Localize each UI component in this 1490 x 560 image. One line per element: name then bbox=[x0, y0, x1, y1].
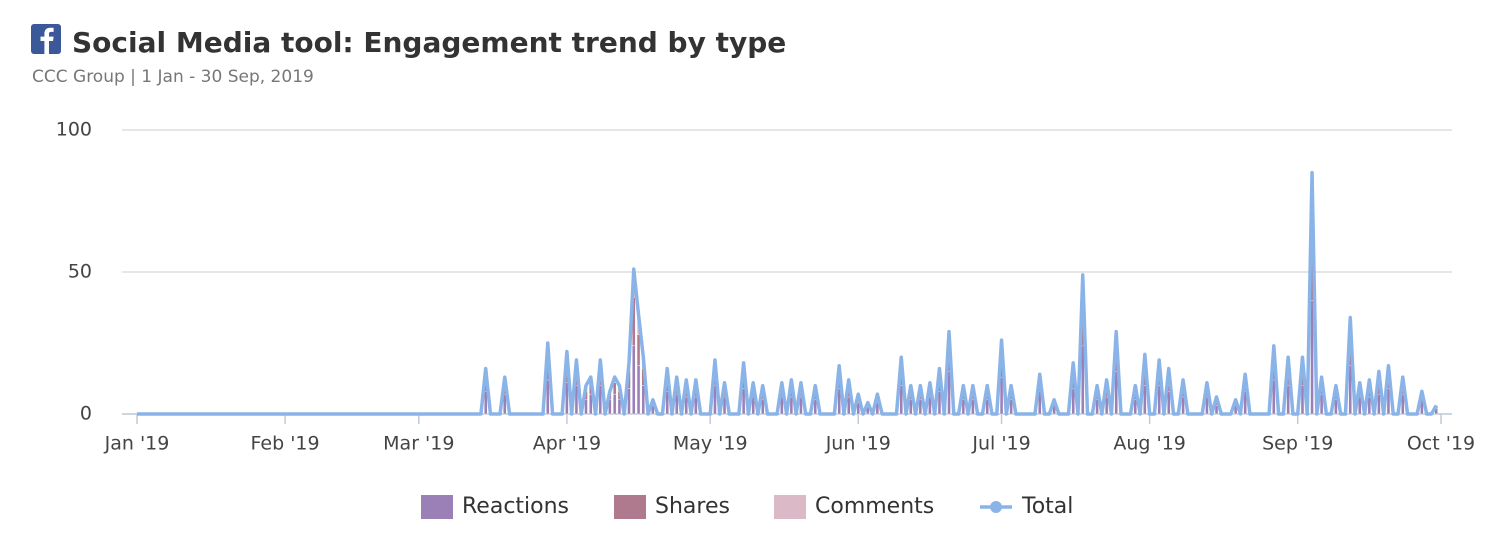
y-tick-label: 0 bbox=[80, 403, 92, 425]
legend-swatch bbox=[421, 495, 453, 519]
legend-marker bbox=[990, 501, 1002, 513]
y-tick-label: 100 bbox=[56, 119, 92, 141]
facebook-logo bbox=[40, 27, 54, 54]
x-tick-label: Jun '19 bbox=[825, 433, 891, 455]
x-tick-label: Feb '19 bbox=[251, 433, 320, 455]
legend-label: Reactions bbox=[462, 494, 569, 519]
x-tick-label: Jul '19 bbox=[971, 433, 1030, 455]
bar-segment bbox=[1310, 300, 1314, 415]
legend-label: Comments bbox=[815, 494, 934, 519]
legend-swatch bbox=[774, 495, 806, 519]
legend-label: Shares bbox=[655, 494, 730, 519]
total-line bbox=[137, 170, 1438, 416]
legend-label: Total bbox=[1021, 494, 1073, 519]
x-tick-label: May '19 bbox=[673, 433, 748, 455]
x-tick-label: Jan '19 bbox=[104, 433, 170, 455]
legend-swatch bbox=[614, 495, 646, 519]
x-tick-label: Apr '19 bbox=[533, 433, 601, 455]
bar-segment bbox=[636, 365, 641, 415]
x-tick-label: Aug '19 bbox=[1113, 433, 1186, 455]
bar-segment bbox=[612, 393, 617, 415]
x-tick-label: Mar '19 bbox=[383, 433, 454, 455]
bar-segment bbox=[1377, 393, 1381, 415]
bar-segment bbox=[632, 345, 636, 415]
y-tick-label: 50 bbox=[68, 261, 92, 283]
x-tick-label: Sep '19 bbox=[1262, 433, 1333, 455]
x-tick-label: Oct '19 bbox=[1407, 433, 1475, 455]
bar-segment bbox=[1143, 385, 1147, 415]
chart-title: Social Media tool: Engagement trend by t… bbox=[72, 26, 786, 59]
chart-subtitle: CCC Group | 1 Jan - 30 Sep, 2019 bbox=[32, 67, 314, 87]
bar-segment bbox=[546, 379, 550, 415]
